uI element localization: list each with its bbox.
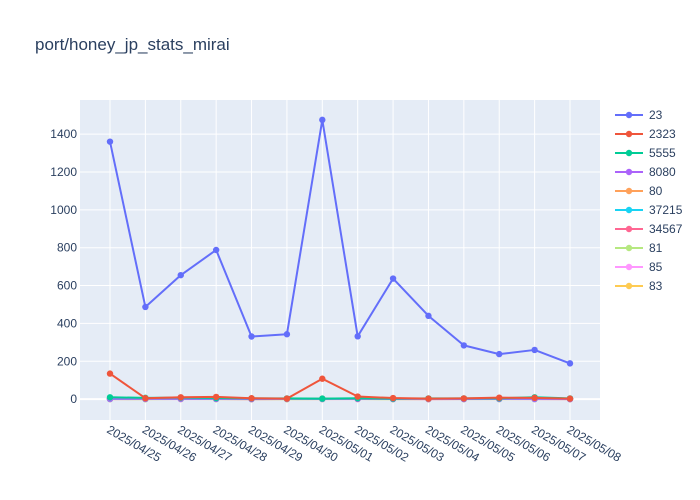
legend-label: 2323 (649, 127, 676, 141)
legend-swatch-marker (625, 168, 633, 176)
legend-label: 23 (649, 108, 663, 122)
data-point (106, 394, 114, 401)
data-point (354, 393, 361, 400)
data-point (248, 395, 255, 402)
legend-swatch-marker (625, 282, 633, 290)
y-tick-label: 1400 (50, 127, 77, 141)
y-tick-label: 400 (57, 316, 77, 330)
data-point (283, 331, 291, 338)
legend-item-34567[interactable]: 34567 (615, 222, 683, 236)
data-point (354, 333, 361, 340)
plot-area (80, 100, 600, 420)
legend-label: 83 (649, 279, 663, 293)
series-layer (106, 116, 574, 403)
legend-swatch-marker (625, 187, 633, 195)
legend-swatch-marker (625, 206, 633, 214)
data-point (496, 350, 503, 358)
legend-item-85[interactable]: 85 (615, 260, 663, 274)
legend-item-5555[interactable]: 5555 (615, 146, 676, 160)
legend-label: 80 (649, 184, 663, 198)
y-tick-label: 600 (57, 279, 77, 293)
legend-swatch-marker (625, 244, 633, 252)
series-2323 (106, 370, 574, 402)
chart-title: port/honey_jp_stats_mirai (35, 35, 230, 54)
legend-item-37215[interactable]: 37215 (615, 203, 683, 217)
legend-label: 34567 (649, 222, 683, 236)
data-point (425, 395, 432, 402)
data-point (425, 312, 432, 320)
legend-item-8080[interactable]: 8080 (615, 165, 676, 179)
data-point (460, 395, 468, 402)
data-point (319, 395, 326, 402)
legend-label: 81 (649, 241, 663, 255)
legend-item-83[interactable]: 83 (615, 279, 663, 293)
legend-swatch-marker (625, 111, 633, 119)
y-tick-label: 200 (57, 354, 77, 368)
data-point (389, 394, 397, 402)
data-point (319, 116, 326, 124)
data-point (106, 370, 114, 377)
series-line-23 (109, 118, 571, 365)
data-point (283, 395, 291, 402)
data-point (177, 394, 184, 401)
legend-swatch-marker (625, 149, 633, 157)
series-23 (106, 116, 574, 367)
legend-item-81[interactable]: 81 (615, 241, 663, 255)
legend-item-80[interactable]: 80 (615, 184, 663, 198)
legend-swatch-marker (625, 263, 633, 271)
y-tick-label: 1200 (50, 165, 77, 179)
data-point (460, 342, 468, 349)
legend-label: 5555 (649, 146, 676, 160)
legend-swatch-marker (625, 130, 633, 138)
legend-label: 37215 (649, 203, 683, 217)
data-point (319, 375, 326, 382)
data-point (531, 346, 538, 354)
x-axis-ticks: 2025/04/252025/04/262025/04/272025/04/28… (105, 422, 624, 464)
data-point (531, 394, 538, 402)
y-tick-label: 1000 (50, 203, 77, 217)
data-point (496, 394, 503, 401)
grid-layer (80, 100, 600, 420)
legend-item-2323[interactable]: 2323 (615, 127, 676, 141)
legend-item-23[interactable]: 23 (615, 108, 663, 122)
y-tick-label: 0 (70, 392, 77, 406)
data-point (566, 360, 574, 367)
legend-swatch-marker (625, 225, 633, 233)
series-line-2323 (109, 372, 571, 400)
y-axis-ticks: 0 200 400 600 800 1000 1200 1400 (50, 127, 77, 406)
data-point (248, 333, 255, 340)
data-point (142, 303, 149, 311)
data-point (389, 275, 397, 282)
data-point (566, 395, 574, 402)
data-point (106, 138, 114, 145)
data-point (212, 246, 220, 254)
data-point (142, 395, 149, 402)
y-tick-label: 800 (57, 241, 77, 255)
legend-label: 8080 (649, 165, 676, 179)
legend-label: 85 (649, 260, 663, 274)
data-point (212, 393, 220, 401)
data-point (177, 271, 184, 279)
